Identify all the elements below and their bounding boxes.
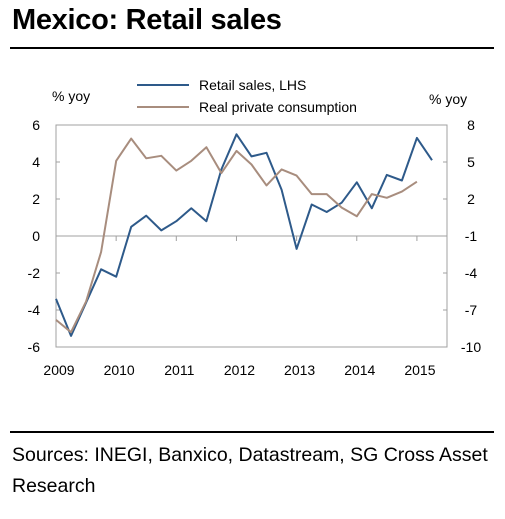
chart-title: Mexico: Retail sales bbox=[12, 4, 282, 36]
right-tick-label: -4 bbox=[465, 265, 478, 281]
series-line-1 bbox=[55, 133, 433, 337]
x-tick-label: 2010 bbox=[104, 362, 135, 378]
legend-label-2: Real private consumption bbox=[199, 99, 357, 115]
left-tick-label: 6 bbox=[32, 117, 40, 133]
x-tick-label: 2014 bbox=[344, 362, 375, 378]
axis-ticks: 6 4 2 0 -2 -4 -6 8 5 2 -1 -4 -7 -10 2009 2010 2011 2012 20… bbox=[28, 117, 482, 378]
left-tick-label: 2 bbox=[32, 191, 40, 207]
x-tick-label: 2013 bbox=[284, 362, 315, 378]
x-tick-label: 2012 bbox=[224, 362, 255, 378]
x-tick-label: 2011 bbox=[164, 362, 194, 378]
chart: 6 4 2 0 -2 -4 -6 8 5 2 -1 -4 -7 -10 2009 2010 2011 2012 20… bbox=[28, 77, 482, 378]
top-divider bbox=[10, 47, 494, 49]
right-tick-label: 2 bbox=[467, 191, 475, 207]
right-tick-label: -1 bbox=[465, 228, 478, 244]
right-tick-label: 5 bbox=[467, 154, 475, 170]
left-axis-unit: % yoy bbox=[52, 88, 90, 104]
legend-label-1: Retail sales, LHS bbox=[199, 77, 306, 93]
source-note: Sources: INEGI, Banxico, Datastream, SG … bbox=[12, 444, 488, 497]
x-tick-label: 2015 bbox=[404, 362, 435, 378]
left-tick-label: 0 bbox=[32, 228, 40, 244]
left-tick-label: -4 bbox=[28, 302, 41, 318]
left-tick-label: -2 bbox=[28, 265, 41, 281]
left-tick-label: -6 bbox=[28, 339, 41, 355]
right-tick-label: -10 bbox=[461, 339, 481, 355]
right-tick-label: 8 bbox=[467, 117, 475, 133]
left-tick-label: 4 bbox=[32, 154, 40, 170]
bottom-divider bbox=[10, 431, 494, 433]
series-lines bbox=[55, 133, 433, 337]
plot-frame bbox=[55, 124, 448, 348]
series-line-2 bbox=[55, 137, 418, 334]
legend: Retail sales, LHS Real private consumptio… bbox=[137, 77, 357, 115]
x-tick-label: 2009 bbox=[43, 362, 74, 378]
right-axis-unit: % yoy bbox=[429, 91, 467, 107]
right-tick-label: -7 bbox=[465, 302, 478, 318]
